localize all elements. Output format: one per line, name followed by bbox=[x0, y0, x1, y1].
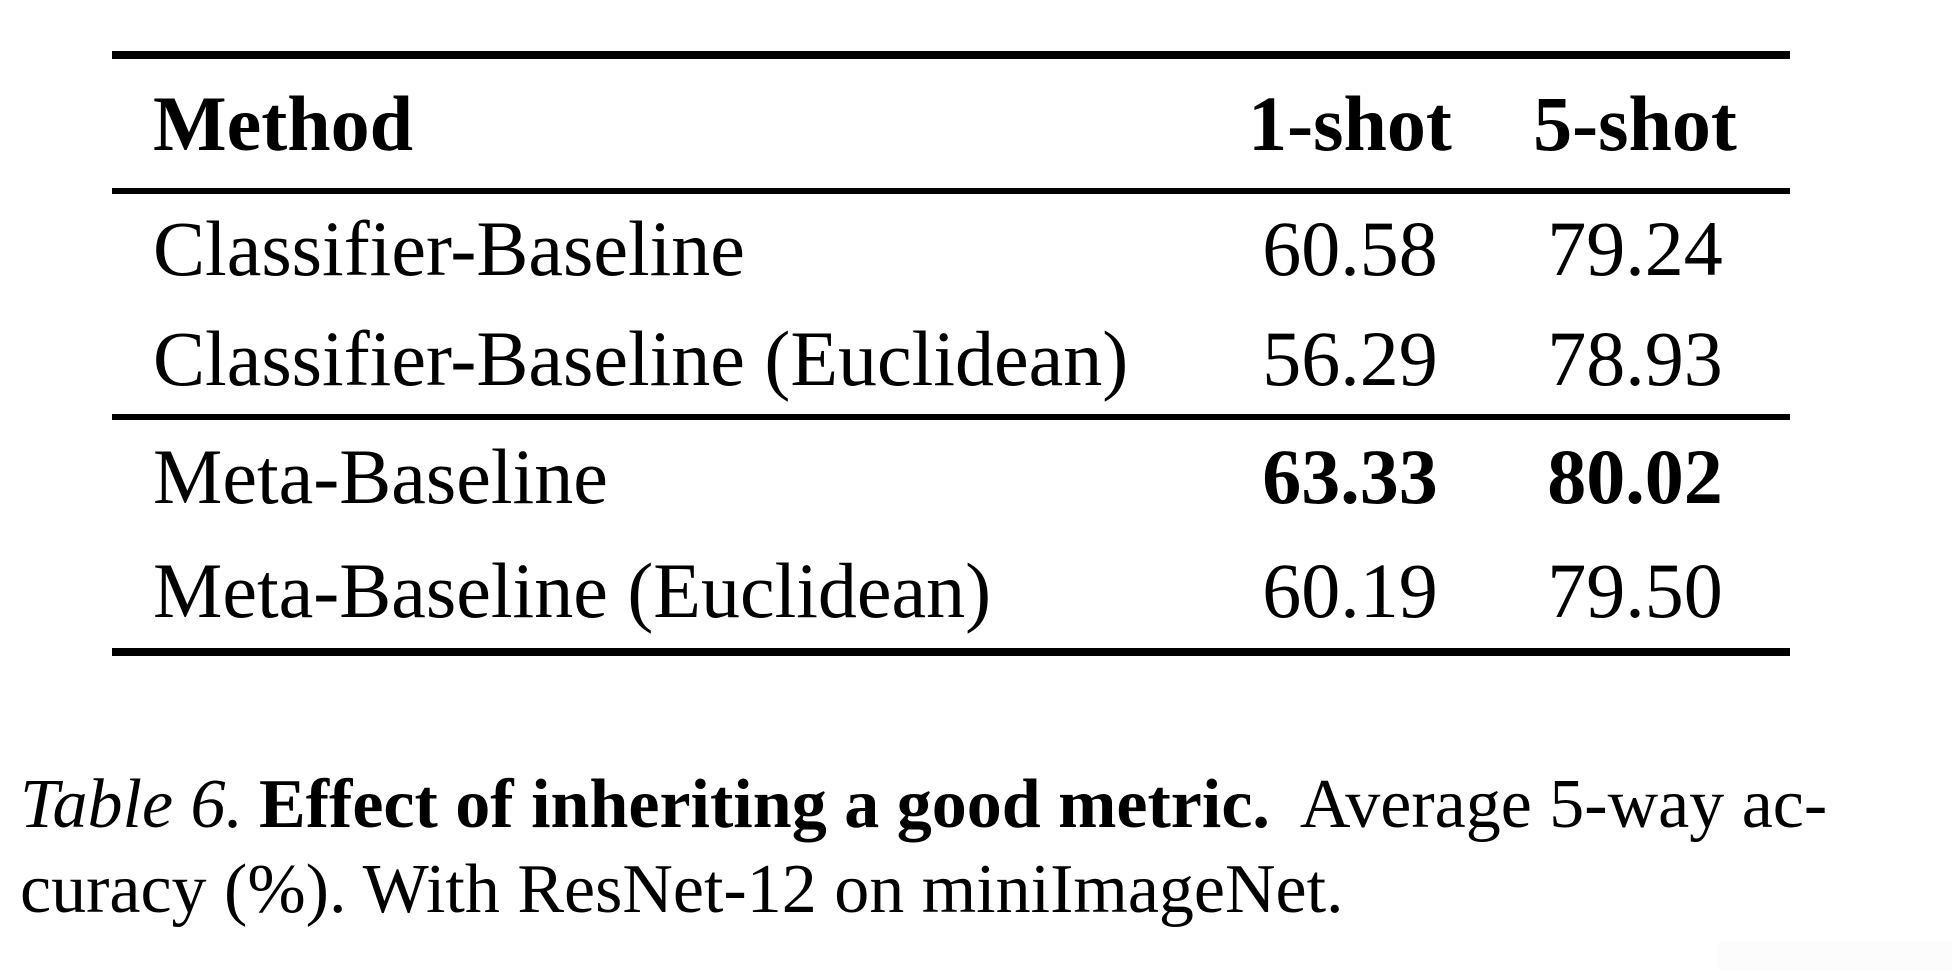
caption-text-line1: Average 5-way ac- bbox=[1299, 766, 1828, 843]
table-mid-rule-1 bbox=[112, 188, 1790, 194]
value-5shot: 79.50 bbox=[1547, 547, 1723, 634]
value-5shot: 78.93 bbox=[1547, 315, 1723, 402]
method-cell: Classifier-Baseline (Euclidean) bbox=[153, 315, 1129, 402]
value-1shot: 56.29 bbox=[1262, 315, 1438, 402]
table-row-meta-baseline-euclidean: Meta-Baseline (Euclidean) 60.19 79.50 bbox=[112, 534, 1790, 648]
corner-artifact bbox=[1718, 942, 1952, 970]
table-group-meta-baseline: Meta-Baseline 63.33 80.02 Meta-Baseline … bbox=[112, 420, 1790, 648]
table-bottom-rule bbox=[112, 648, 1790, 656]
value-5shot-best: 80.02 bbox=[1547, 433, 1723, 520]
table-header-row: Method 1-shot 5-shot bbox=[112, 59, 1790, 188]
caption-title: Effect of inheriting a good metric. bbox=[259, 766, 1270, 843]
table-row-meta-baseline: Meta-Baseline 63.33 80.02 bbox=[112, 420, 1790, 534]
value-5shot: 79.24 bbox=[1547, 205, 1723, 292]
results-table: Method 1-shot 5-shot Classifier-Baseline… bbox=[112, 51, 1790, 656]
caption-table-number: Table 6. bbox=[20, 766, 244, 843]
table-mid-rule-2 bbox=[112, 414, 1790, 420]
value-1shot-best: 63.33 bbox=[1262, 433, 1438, 520]
table-top-rule bbox=[112, 51, 1790, 59]
value-1shot: 60.58 bbox=[1262, 205, 1438, 292]
table-row-classifier-baseline-euclidean: Classifier-Baseline (Euclidean) 56.29 78… bbox=[112, 304, 1790, 414]
table-row-classifier-baseline: Classifier-Baseline 60.58 79.24 bbox=[112, 194, 1790, 304]
caption-line-2: curacy (%). With ResNet-12 on miniImageN… bbox=[20, 851, 1344, 928]
table-group-classifier-baseline: Classifier-Baseline 60.58 79.24 Classifi… bbox=[112, 194, 1790, 414]
method-cell: Classifier-Baseline bbox=[153, 205, 745, 292]
table-caption: Table 6. Effect of inheriting a good metr… bbox=[20, 762, 1930, 932]
column-header-1shot: 1-shot bbox=[1248, 79, 1452, 167]
column-header-5shot: 5-shot bbox=[1533, 79, 1737, 167]
value-1shot: 60.19 bbox=[1262, 547, 1438, 634]
method-cell: Meta-Baseline (Euclidean) bbox=[153, 547, 992, 634]
column-header-method: Method bbox=[153, 79, 413, 167]
method-cell: Meta-Baseline bbox=[153, 433, 608, 520]
caption-line-1: Table 6. Effect of inheriting a good metr… bbox=[20, 762, 1930, 847]
